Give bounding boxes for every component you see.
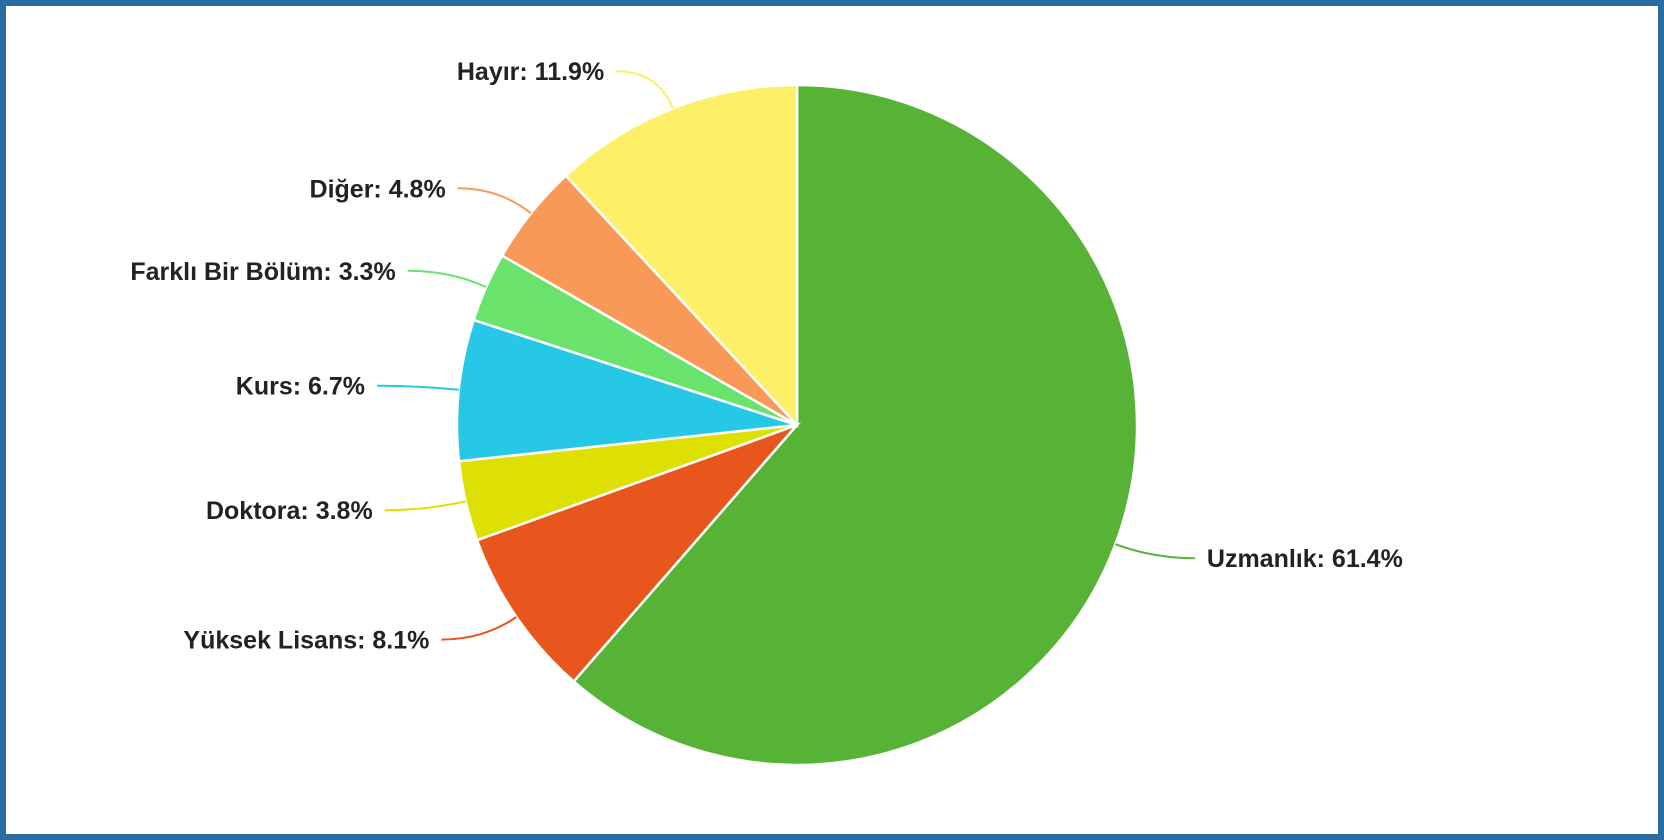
leader-line-farkli-bir-bolum bbox=[407, 269, 487, 288]
slice-label-uzmanlik: Uzmanlık: 61.4% bbox=[1207, 545, 1403, 573]
slice-label-kurs: Kurs: 6.7% bbox=[236, 373, 365, 401]
slice-label-hayir: Hayır: 11.9% bbox=[457, 58, 604, 86]
pie-slices bbox=[455, 83, 1139, 767]
pie-slice-hayir bbox=[564, 83, 799, 429]
leader-line-diger bbox=[457, 187, 532, 215]
leader-line-kurs bbox=[376, 384, 459, 391]
leader-line-uzmanlik bbox=[1115, 543, 1195, 560]
leader-line-doktora bbox=[384, 500, 466, 512]
slice-label-doktora: Doktora: 3.8% bbox=[206, 497, 373, 525]
slice-label-diger: Diğer: 4.8% bbox=[310, 175, 446, 203]
slice-label-farkli-bir-bolum: Farklı Bir Bölüm: 3.3% bbox=[130, 258, 395, 286]
leader-lines bbox=[376, 70, 1195, 641]
leader-line-hayir bbox=[616, 70, 674, 109]
slice-labels: Uzmanlık: 61.4% Yüksek Lisans: 8.1% Doktor… bbox=[130, 58, 1402, 654]
leader-line-yuksek-lisans bbox=[441, 616, 517, 641]
pie-slice-kurs bbox=[455, 318, 798, 463]
slice-label-yuksek-lisans: Yüksek Lisans: 8.1% bbox=[183, 627, 429, 655]
